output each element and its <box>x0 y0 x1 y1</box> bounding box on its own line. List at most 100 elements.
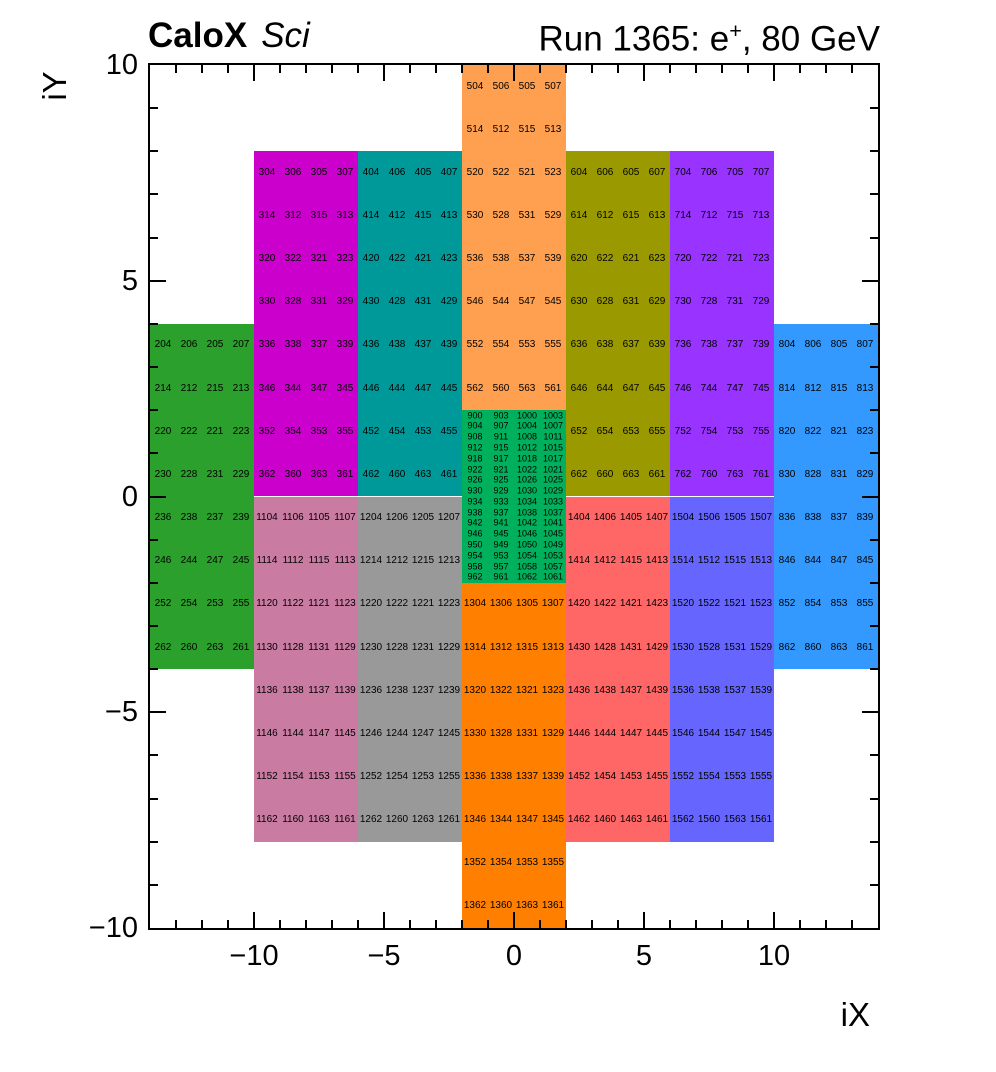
y-tick-label: −5 <box>104 696 138 729</box>
channel-label: 1128 <box>282 641 304 653</box>
channel-label: 215 <box>206 382 224 394</box>
channel-label: 229 <box>232 468 250 480</box>
channel-label: 830 <box>778 468 796 480</box>
channel-label: 1339 <box>541 770 565 782</box>
channel-label: 1413 <box>645 555 669 567</box>
channel-label: 631 <box>622 296 640 308</box>
channel-label: 307 <box>336 166 354 178</box>
channel-label: 404 <box>362 166 380 178</box>
channel-label: 406 <box>388 166 406 178</box>
module-sci-200-green-left: 204 206 205 207 214 212 215 213 220 222 221 223 230 2… <box>150 323 254 670</box>
channel-label: 338 <box>284 339 302 351</box>
channel-label: 1539 <box>749 684 773 696</box>
channel-label: 1329 <box>541 727 565 739</box>
channel-label: 1114 <box>256 555 278 567</box>
channel-label: 930 <box>467 485 483 496</box>
channel-label: 238 <box>180 512 198 524</box>
channel-label: 212 <box>180 382 198 394</box>
channel-label: 612 <box>596 210 614 222</box>
channel-label: 911 <box>493 431 509 442</box>
y-tick-right <box>870 150 878 153</box>
channel-label: 1536 <box>671 684 695 696</box>
x-tick-bottom <box>773 912 775 928</box>
module-sci-1300-orange-bottom: 1304 1306 1305 1307 1314 1312 1315 1313 1320 1322… <box>462 582 566 928</box>
channel-label: 645 <box>648 382 666 394</box>
channel-label: 629 <box>648 296 666 308</box>
x-tick-label: 10 <box>757 940 791 972</box>
channel-label: 639 <box>648 339 666 351</box>
channel-label: 529 <box>544 210 562 222</box>
channel-label: 1030 <box>516 485 538 496</box>
channel-label: 1531 <box>723 641 747 653</box>
channel-label: 1003 <box>542 410 564 421</box>
channel-label: 845 <box>856 555 874 567</box>
channel-label: 412 <box>388 210 406 222</box>
channel-label: 721 <box>726 253 744 265</box>
x-tick-top <box>331 65 333 73</box>
y-tick-right <box>870 322 878 325</box>
x-tick-bottom <box>669 920 671 928</box>
channel-label: 330 <box>258 296 276 308</box>
channel-label: 855 <box>856 598 874 610</box>
channel-label: 753 <box>726 425 744 437</box>
channel-label: 953 <box>493 550 509 561</box>
channel-label: 1152 <box>256 770 278 782</box>
module-sci-1400-salmon: 1404 1406 1405 1407 1414 1412 1415 1413 1420 1422… <box>566 496 670 842</box>
channel-label: 1121 <box>308 598 330 610</box>
channel-label: 261 <box>232 641 250 653</box>
y-tick-label: 10 <box>105 49 138 81</box>
channel-label: 1058 <box>516 561 538 572</box>
channel-label: 861 <box>856 641 874 653</box>
channel-label: 1236 <box>359 684 383 696</box>
y-tick-left <box>150 754 158 757</box>
channel-label: 214 <box>154 382 172 394</box>
channel-label: 738 <box>700 339 718 351</box>
channel-label: 1460 <box>593 814 617 826</box>
x-tick-bottom <box>695 920 697 928</box>
channel-label: 1231 <box>411 641 435 653</box>
x-tick-top <box>539 65 541 73</box>
channel-label: 1428 <box>593 641 617 653</box>
y-tick-right <box>870 797 878 800</box>
channel-label: 1506 <box>697 512 721 524</box>
y-tick-left <box>150 668 158 671</box>
x-tick-bottom <box>721 920 723 928</box>
channel-label: 1162 <box>256 814 278 826</box>
run-title-prefix: Run 1365: e <box>538 19 730 59</box>
channel-label: 704 <box>674 166 692 178</box>
channel-label: 363 <box>310 468 328 480</box>
channel-label: 846 <box>778 555 796 567</box>
channel-label: 1054 <box>516 550 538 561</box>
channel-label: 1321 <box>515 684 539 696</box>
channel-label: 1554 <box>697 770 721 782</box>
channel-label: 437 <box>414 339 432 351</box>
channel-label: 921 <box>493 464 509 475</box>
channel-label: 760 <box>700 468 718 480</box>
channel-label: 520 <box>466 166 484 178</box>
channel-label: 933 <box>493 496 509 507</box>
channel-label: 1261 <box>437 814 461 826</box>
channel-label: 613 <box>648 210 666 222</box>
channel-label: 713 <box>752 210 770 222</box>
channel-label: 1447 <box>619 727 643 739</box>
channel-label: 415 <box>414 210 432 222</box>
channel-label: 605 <box>622 166 640 178</box>
channel-label: 653 <box>622 425 640 437</box>
channel-label: 1544 <box>697 727 721 739</box>
channel-label: 521 <box>518 166 536 178</box>
channel-label: 512 <box>492 123 510 135</box>
channel-label: 1015 <box>542 442 564 453</box>
x-tick-label: 5 <box>635 940 653 972</box>
channel-label: 1538 <box>697 684 721 696</box>
channel-label: 1362 <box>463 900 487 912</box>
channel-label: 323 <box>336 253 354 265</box>
y-tick-right <box>870 581 878 584</box>
x-axis-title: iX <box>840 996 870 1033</box>
channel-label: 1021 <box>542 464 564 475</box>
channel-label: 1046 <box>516 528 538 539</box>
channel-label: 1453 <box>619 770 643 782</box>
channel-label: 313 <box>336 210 354 222</box>
x-tick-bottom <box>461 920 463 928</box>
channel-label: 662 <box>570 468 588 480</box>
x-tick-bottom <box>175 920 177 928</box>
